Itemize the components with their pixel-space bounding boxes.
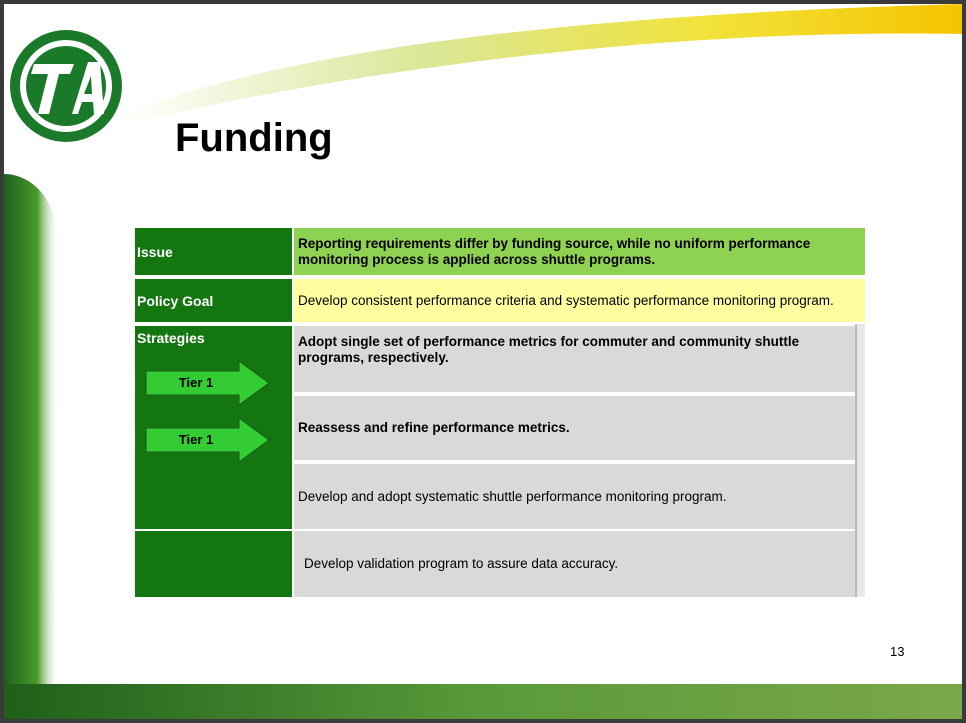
slide: Funding Issue Reporting requirements dif… <box>4 4 962 719</box>
strategy-text: Reassess and refine performance metrics. <box>292 394 855 460</box>
empty-cell <box>135 529 292 597</box>
tier-arrow: Tier 1 <box>145 417 270 463</box>
strategy-text: Adopt single set of performance metrics … <box>292 324 855 392</box>
background <box>4 4 962 719</box>
slide-title: Funding <box>175 116 333 160</box>
logo <box>10 30 122 142</box>
tier-label: Tier 1 <box>179 375 213 390</box>
row-text: Reporting requirements differ by funding… <box>292 228 865 275</box>
row-text: Develop consistent performance criteria … <box>292 277 865 322</box>
table-edge <box>855 324 865 597</box>
strategy-text: Develop and adopt systematic shuttle per… <box>292 462 855 529</box>
row-label: Policy Goal <box>135 277 292 322</box>
strategy-text: Develop validation program to assure dat… <box>292 529 855 597</box>
tier-label: Tier 1 <box>179 432 213 447</box>
row-label: Issue <box>135 228 292 275</box>
page-number: 13 <box>890 644 905 659</box>
tier-arrow: Tier 1 <box>145 360 270 406</box>
row-label: Strategies <box>135 324 292 529</box>
